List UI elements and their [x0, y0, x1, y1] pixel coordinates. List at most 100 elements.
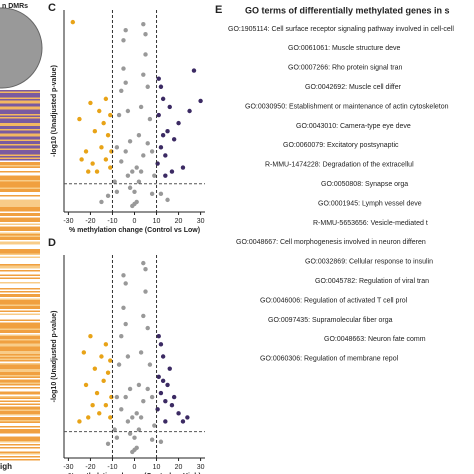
- heatmap-row: [0, 313, 40, 315]
- heatmap-row: [0, 295, 40, 297]
- heatmap-row: [0, 174, 40, 176]
- heatmap-row: [0, 115, 40, 117]
- heatmap-row: [0, 102, 40, 104]
- point: [114, 435, 120, 440]
- heatmap-row: [0, 256, 40, 258]
- heatmap-row: [0, 454, 40, 456]
- heatmap-row: [0, 181, 40, 183]
- point: [92, 129, 98, 134]
- heatmap-row: [0, 201, 40, 203]
- go-term: GO:0045782: Regulation of viral tran: [315, 278, 429, 285]
- heatmap-row: [0, 237, 40, 239]
- heatmap-row: [0, 352, 40, 354]
- point: [105, 370, 111, 375]
- point: [90, 161, 95, 166]
- heatmap-row: [0, 279, 40, 281]
- heatmap-row: [0, 316, 40, 318]
- point: [103, 403, 109, 408]
- heatmap-row: [0, 178, 40, 180]
- point: [123, 281, 128, 286]
- heatmap-row: [0, 322, 40, 324]
- point: [198, 98, 203, 104]
- heatmap-row: [0, 124, 40, 126]
- heatmap-row: [0, 253, 40, 255]
- heatmap-row: [0, 129, 40, 131]
- point: [136, 382, 142, 388]
- heatmap-row: [0, 106, 40, 108]
- point: [143, 52, 148, 57]
- point: [152, 173, 157, 178]
- heatmap-row: [0, 147, 40, 149]
- heatmap-row: [0, 247, 40, 249]
- heatmap-row: [0, 361, 40, 363]
- heatmap-row: [0, 447, 40, 449]
- x-tick-label: -30: [63, 464, 73, 471]
- heatmap-row: [0, 96, 40, 98]
- point: [114, 189, 120, 194]
- point: [108, 415, 113, 420]
- heatmap-row: [0, 331, 40, 333]
- x-tick-label: 30: [197, 218, 205, 225]
- panel-label: E: [215, 4, 222, 16]
- x-tick-label: 10: [153, 464, 161, 471]
- heatmap-row: [0, 252, 40, 254]
- point: [112, 179, 117, 184]
- heatmap-row: [0, 186, 40, 188]
- point: [145, 386, 150, 392]
- heatmap-row: [0, 232, 40, 234]
- heatmap-row: [0, 291, 40, 293]
- point: [108, 358, 113, 363]
- heatmap-row: [0, 157, 40, 159]
- heatmap-row: [0, 376, 40, 378]
- go-term: GO:0060079: Excitatory postsynaptic: [283, 142, 399, 149]
- heatmap-row: [0, 264, 40, 266]
- heatmap-row: [0, 417, 40, 419]
- heatmap-row: [0, 435, 40, 437]
- go-term: R-MMU-5653656: Vesicle-mediated t: [313, 220, 428, 227]
- heatmap-row: [0, 406, 40, 408]
- point: [136, 427, 142, 432]
- point: [165, 129, 170, 134]
- heatmap-row: [0, 277, 40, 279]
- point: [105, 441, 111, 446]
- point: [145, 84, 150, 89]
- go-term: GO:1905114: Cell surface receptor signal…: [228, 26, 454, 33]
- heatmap-row: [0, 307, 40, 309]
- heatmap-row: [0, 133, 40, 135]
- point: [167, 366, 172, 371]
- point: [134, 165, 139, 170]
- heatmap-row: [0, 231, 40, 233]
- go-term: GO:0007266: Rho protein signal tran: [288, 65, 403, 72]
- heatmap-row: [0, 210, 40, 212]
- heatmap-row: [0, 250, 40, 252]
- go-term: GO:0060306: Regulation of membrane repol: [260, 356, 399, 363]
- heatmap-row: [0, 103, 40, 105]
- heatmap-row: [0, 375, 40, 377]
- heatmap-row: [0, 355, 40, 357]
- point: [156, 334, 161, 339]
- x-axis-label: % methylation change (Control vs High): [68, 473, 201, 474]
- x-tick-label: 20: [175, 464, 183, 471]
- heatmap-row: [0, 411, 40, 413]
- heatmap-row: [0, 139, 40, 141]
- heatmap-row: [0, 207, 40, 209]
- point: [149, 191, 155, 197]
- heatmap-row: [0, 120, 40, 122]
- x-tick-label: 20: [175, 218, 183, 225]
- heatmap-row: [0, 358, 40, 360]
- point: [136, 179, 142, 184]
- point: [136, 133, 142, 138]
- heatmap-row: [0, 370, 40, 372]
- y-axis-label: -log10 (Unadjusted p-value): [51, 311, 58, 403]
- point: [134, 199, 139, 205]
- heatmap-row: [0, 258, 40, 260]
- heatmap-row: [0, 409, 40, 411]
- point: [127, 139, 133, 144]
- point: [165, 197, 170, 203]
- heatmap-row: [0, 430, 40, 432]
- heatmap-row: [0, 282, 40, 284]
- heatmap-row: [0, 187, 40, 189]
- heatmap-row: [0, 183, 40, 185]
- heatmap-row: [0, 262, 40, 264]
